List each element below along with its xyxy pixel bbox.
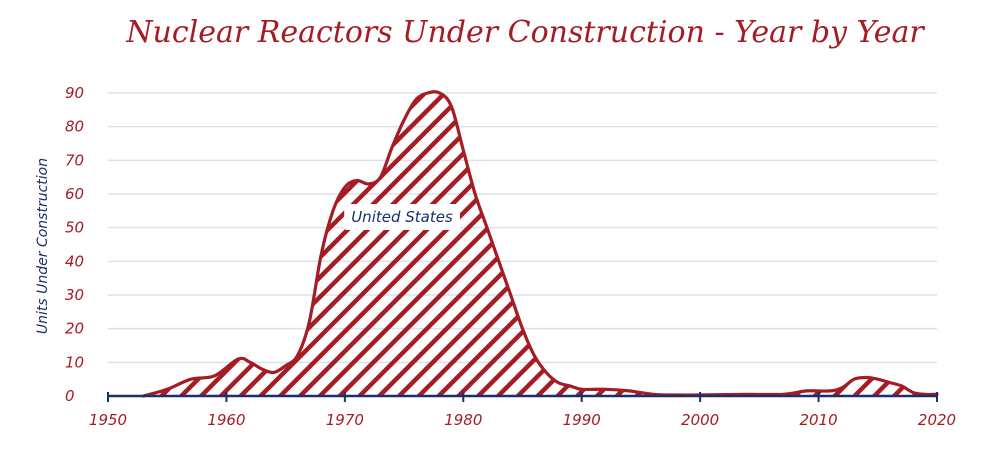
series-area [141,90,939,398]
x-tick-label: 2020 [918,411,956,429]
y-axis-label: Units Under Construction [35,158,51,334]
y-axis-ticks: 0 10 20 30 40 50 60 70 80 90 [65,84,84,405]
y-tick-label: 80 [65,118,84,136]
x-tick-label: 2010 [799,411,837,429]
y-tick-label: 90 [65,84,84,102]
y-tick-label: 20 [65,320,84,338]
series-line [141,90,939,398]
x-tick-label: 1950 [89,411,127,429]
x-axis-ticks: 1950 1960 1970 1980 1990 2000 2010 2020 [89,392,956,429]
series-label-box [344,204,460,230]
x-tick-label: 1990 [563,411,601,429]
y-tick-label: 30 [65,286,84,304]
series-label-text: United States [351,208,453,226]
y-tick-label: 10 [65,353,84,371]
y-tick-label: 60 [65,185,84,203]
x-tick-label: 2000 [681,411,719,429]
gridlines [108,92,937,364]
x-tick-label: 1980 [444,411,482,429]
chart-title: Nuclear Reactors Under Construction - Ye… [125,15,925,50]
y-tick-label: 70 [65,151,84,169]
x-tick-label: 1970 [326,411,364,429]
x-tick-label: 1960 [207,411,245,429]
y-tick-label: 0 [65,387,75,405]
series-label: United States [344,204,460,230]
series-area-fill [143,91,937,396]
y-tick-label: 40 [65,252,84,270]
y-tick-label: 50 [65,219,84,237]
